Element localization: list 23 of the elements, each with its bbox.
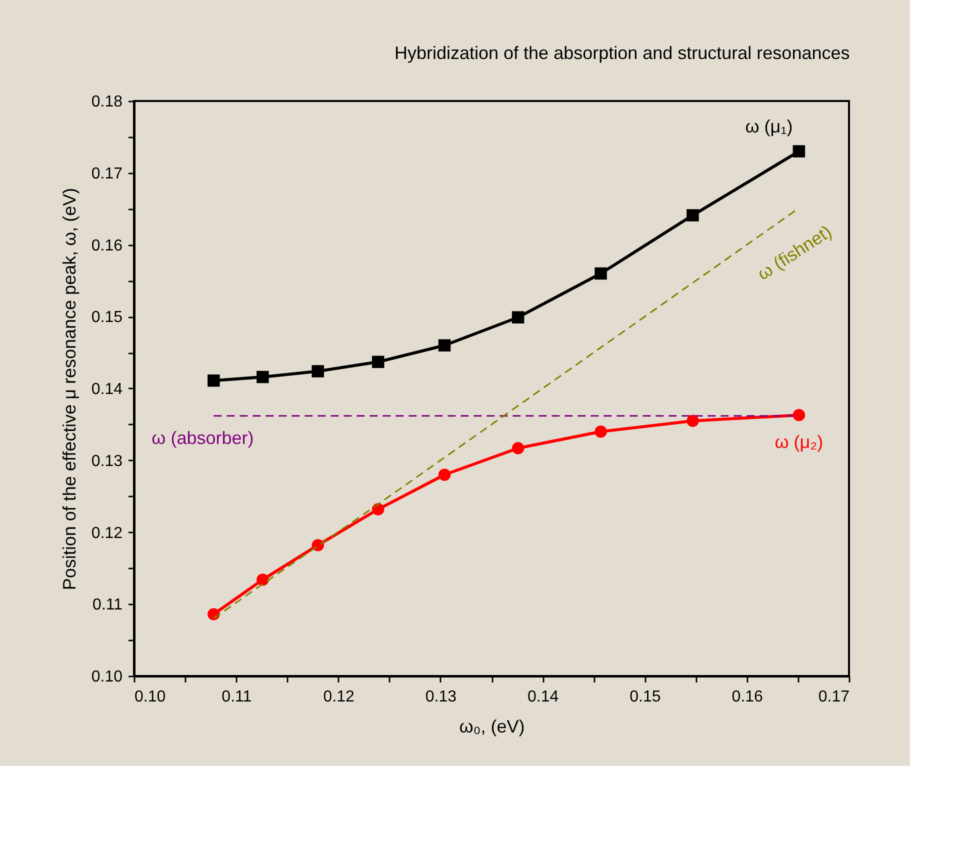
x-tick-label: 0.11 [222,688,252,706]
x-tick-label: 0.14 [528,688,559,706]
y-tick-label: 0.18 [91,94,123,110]
x-tick-label: 0.17 [818,688,850,706]
y-tick-label: 0.10 [91,668,123,686]
x-axis-title: ω₀, (eV) [459,716,525,736]
x-tick-label: 0.12 [323,688,354,706]
series-label: ω (absorber) [152,428,254,448]
series-label: ω (μ₁) [745,116,793,136]
chart-title: Hybridization of the absorption and structural resonances [394,43,850,63]
y-tick-label: 0.17 [91,165,123,182]
y-axis-title: Position of the effective μ resonance peak, ω, (eV) [59,188,80,590]
y-tick-label: 0.11 [92,596,123,614]
x-tick-label: 0.10 [134,688,166,706]
series-label: ω (μ₂) [774,432,824,452]
y-tick-label: 0.14 [91,381,123,398]
y-tick-label: 0.16 [91,237,123,254]
x-tick-label: 0.16 [732,688,764,706]
y-tick-label: 0.13 [91,452,123,470]
x-tick-label: 0.13 [425,688,457,706]
y-tick-label: 0.12 [91,524,123,542]
x-tick-label: 0.15 [630,688,661,706]
y-tick-label: 0.15 [91,309,123,326]
